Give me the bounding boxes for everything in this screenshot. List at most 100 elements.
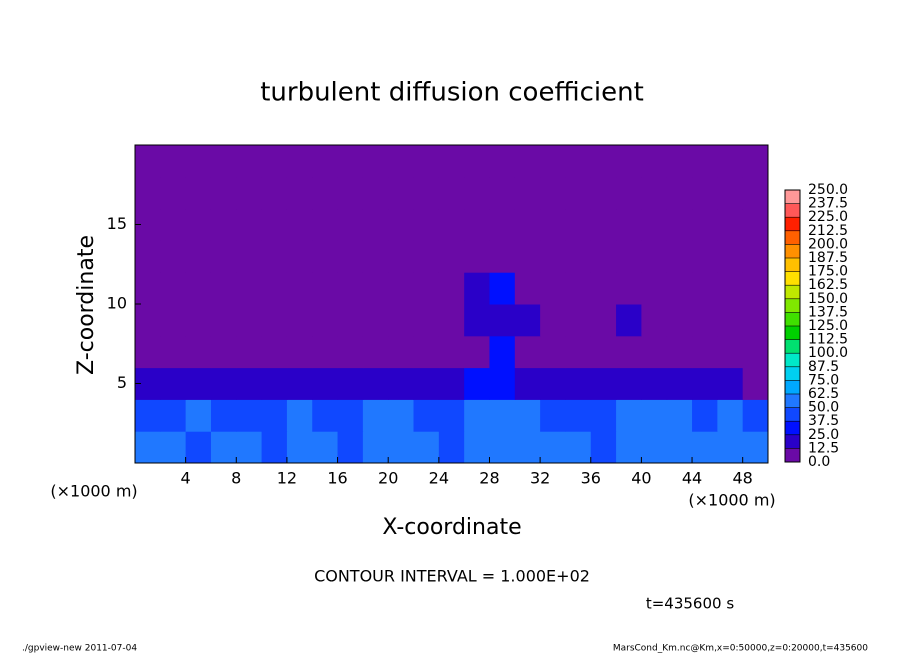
colorbar-segment: [785, 366, 800, 381]
colorbar-label: 225.0: [808, 209, 848, 225]
field-cell: [236, 240, 263, 273]
field-cell: [286, 176, 313, 210]
field-cell: [388, 272, 415, 305]
field-cell: [160, 272, 187, 305]
field-cell: [692, 367, 718, 400]
x-tick-label: 40: [631, 469, 651, 488]
field-cell: [717, 335, 744, 369]
field-cell: [666, 367, 693, 400]
field-cell: [540, 304, 566, 337]
field-cell: [312, 272, 339, 305]
y-tick-label: 10: [107, 294, 127, 313]
field-cell: [160, 335, 187, 369]
colorbar-label: 187.5: [808, 250, 848, 266]
field-cell: [286, 335, 313, 369]
field-cell: [489, 367, 516, 400]
field-cell: [540, 335, 566, 369]
field-cell: [565, 367, 592, 400]
field-cell: [413, 367, 440, 400]
field-cell: [438, 335, 465, 369]
field-cell: [616, 399, 642, 432]
field-cell: [489, 208, 516, 241]
field-cell: [337, 208, 364, 241]
field-cell: [236, 272, 263, 305]
field-cell: [337, 335, 364, 369]
field-cell: [388, 431, 415, 464]
field-cell: [540, 208, 566, 241]
x-tick-label: 24: [429, 469, 449, 488]
colorbar-segment: [785, 339, 800, 354]
time-label: t=435600 s: [646, 595, 734, 613]
field-cell: [185, 367, 212, 400]
field-cell: [464, 335, 490, 369]
colorbar-segment: [785, 203, 800, 218]
field-cell: [641, 304, 668, 337]
colorbar-segment: [785, 421, 800, 435]
field-cell: [717, 145, 744, 178]
field-cell: [641, 399, 668, 432]
colorbar-label: 237.5: [808, 196, 848, 212]
field-cell: [286, 399, 313, 432]
field-cell: [312, 367, 339, 400]
x-tick-label: 32: [530, 469, 550, 488]
field-cell: [286, 208, 313, 241]
field-cell: [236, 367, 263, 400]
field-cell: [413, 431, 440, 464]
field-cell: [692, 145, 718, 178]
field-cell: [692, 335, 718, 369]
field-cell: [438, 145, 465, 178]
field-cell: [286, 304, 313, 337]
field-cell: [337, 431, 364, 464]
field-cell: [438, 240, 465, 273]
field-cell: [438, 272, 465, 305]
field-cell: [590, 240, 617, 273]
field-cell: [464, 431, 490, 464]
field-cell: [514, 176, 541, 210]
colorbar-segment: [785, 434, 800, 449]
field-cell: [286, 272, 313, 305]
field-cell: [312, 304, 339, 337]
field-cell: [590, 431, 617, 464]
colorbar-segment: [785, 380, 800, 394]
field-cell: [337, 240, 364, 273]
field-cell: [590, 272, 617, 305]
colorbar-label: 125.0: [808, 318, 848, 334]
field-cell: [160, 240, 187, 273]
field-cell: [590, 208, 617, 241]
field-cell: [135, 145, 161, 178]
contour-interval: CONTOUR INTERVAL = 1.000E+02: [314, 567, 590, 586]
field-cell: [616, 367, 642, 400]
field-cell: [236, 304, 263, 337]
field-cell: [692, 272, 718, 305]
field-cell: [362, 208, 389, 241]
colorbar-label: 50.0: [808, 400, 839, 416]
field-cell: [616, 431, 642, 464]
field-cell: [261, 304, 288, 337]
field-cell: [565, 176, 592, 210]
field-cell: [565, 304, 592, 337]
colorbar-label: 37.5: [808, 413, 839, 429]
field-cell: [666, 176, 693, 210]
field-cell: [438, 304, 465, 337]
field-cell: [540, 145, 566, 178]
field-cell: [641, 367, 668, 400]
field-cell: [312, 208, 339, 241]
field-cell: [565, 272, 592, 305]
field-cell: [666, 304, 693, 337]
field-cell: [362, 399, 389, 432]
field-cell: [616, 272, 642, 305]
field-cell: [489, 304, 516, 337]
field-cell: [185, 240, 212, 273]
field-cell: [236, 431, 263, 464]
field-cell: [337, 367, 364, 400]
field-cell: [514, 145, 541, 178]
field-cell: [742, 176, 769, 210]
x-tick-label: 16: [327, 469, 347, 488]
field-cell: [616, 145, 642, 178]
x-tick-label: 20: [378, 469, 398, 488]
field-cell: [717, 208, 744, 241]
y-axis-label: Z-coordinate: [74, 235, 99, 375]
colorbar-label: 25.0: [808, 427, 839, 443]
field-cell: [261, 208, 288, 241]
